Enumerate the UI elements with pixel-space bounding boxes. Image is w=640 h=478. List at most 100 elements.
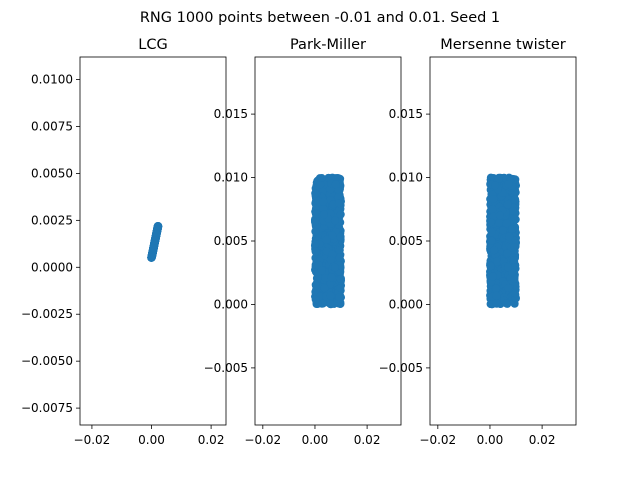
y-tick-label: −0.005 — [204, 361, 248, 375]
scatter-point — [491, 181, 500, 190]
scatter-point — [488, 205, 497, 214]
scatter-point — [316, 180, 325, 189]
scatter-point — [336, 284, 345, 293]
scatter-point — [492, 284, 501, 293]
scatter-point — [505, 232, 514, 241]
y-tick-label: 0.0100 — [31, 73, 73, 87]
scatter-point — [335, 253, 344, 262]
scatter-point — [504, 284, 513, 293]
scatter-point — [149, 244, 158, 253]
scatter-point — [493, 257, 501, 266]
y-tick-label: 0.000 — [214, 297, 248, 311]
scatter-point — [334, 193, 343, 202]
scatter-point — [336, 210, 345, 219]
scatter-point — [150, 236, 159, 245]
scatter-point — [487, 228, 496, 237]
scatter-point — [509, 256, 518, 265]
figure-suptitle: RNG 1000 points between -0.01 and 0.01. … — [140, 10, 500, 26]
y-tick-label: 0.010 — [214, 171, 248, 185]
scatter-point — [152, 229, 161, 238]
x-tick-label: 0.00 — [302, 433, 329, 447]
scatter-point — [495, 211, 504, 220]
scatter-point — [335, 293, 344, 302]
scatter-point — [509, 207, 518, 216]
y-tick-label: 0.015 — [214, 107, 248, 121]
scatter-point — [486, 218, 495, 227]
y-tick-label: 0.0000 — [31, 260, 73, 274]
scatter-point — [334, 199, 343, 208]
scatter-point — [330, 216, 339, 225]
scatter-point — [313, 271, 322, 280]
scatter-point — [317, 174, 326, 183]
scatter-point — [489, 194, 498, 203]
y-tick-label: 0.005 — [214, 234, 248, 248]
scatter-point — [510, 289, 519, 298]
scatter-point — [319, 204, 328, 213]
x-tick-label: −0.02 — [419, 433, 456, 447]
scatter-point — [486, 262, 495, 271]
subplot-mersenne-twister: Mersenne twister −0.02 0.00 0.02 −0.005 0.00… — [379, 37, 577, 447]
scatter-point — [311, 218, 320, 227]
x-tick-label: 0.00 — [138, 433, 165, 447]
scatter-point — [319, 210, 328, 219]
scatter-point — [311, 240, 320, 249]
scatter-point — [503, 248, 512, 257]
x-tick-label: 0.02 — [198, 433, 225, 447]
scatter-point — [503, 263, 512, 272]
subplot-title-park-miller: Park-Miller — [290, 37, 366, 53]
scatter-point — [492, 298, 501, 307]
scatter-point — [321, 274, 330, 282]
scatter-point — [326, 291, 335, 300]
scatter-point — [322, 235, 331, 244]
scatter-points — [147, 222, 163, 262]
scatter-point — [336, 275, 345, 284]
x-tick-label: −0.02 — [244, 433, 281, 447]
scatter-point — [311, 247, 320, 256]
scatter-point — [503, 200, 512, 209]
y-tick-label: 0.010 — [389, 171, 423, 185]
y-tick-label: 0.0025 — [31, 213, 73, 227]
scatter-point — [502, 299, 511, 308]
scatter-point — [488, 272, 497, 281]
scatter-points — [310, 173, 346, 309]
y-tick-label: 0.0075 — [31, 119, 73, 133]
scatter-point — [502, 219, 511, 228]
x-tick-label: 0.02 — [354, 433, 381, 447]
scatter-point — [327, 273, 336, 282]
scatter-point — [510, 242, 519, 251]
scatter-point — [317, 266, 326, 275]
y-tick-label: −0.0050 — [21, 354, 73, 368]
y-tick-label: −0.005 — [379, 361, 423, 375]
scatter-point — [331, 180, 340, 189]
y-tick-label: 0.005 — [389, 234, 423, 248]
scatter-point — [326, 280, 335, 289]
y-tick-label: 0.015 — [389, 107, 423, 121]
scatter-point — [336, 232, 345, 241]
x-tick-label: 0.00 — [477, 433, 504, 447]
scatter-point — [490, 246, 499, 255]
subplot-title-mersenne-twister: Mersenne twister — [440, 37, 566, 53]
scatter-point — [508, 225, 517, 234]
scatter-point — [498, 226, 507, 235]
scatter-point — [311, 227, 320, 236]
x-tick-label: −0.02 — [74, 433, 111, 447]
x-tick-label: 0.02 — [529, 433, 556, 447]
scatter-point — [147, 253, 156, 262]
scatter-point — [311, 295, 320, 304]
scatter-point — [335, 246, 344, 255]
scatter-point — [331, 263, 340, 272]
scatter-point — [328, 231, 337, 240]
scatter-point — [495, 218, 504, 227]
y-tick-label: −0.0025 — [21, 307, 73, 321]
scatter-point — [487, 236, 496, 245]
scatter-point — [320, 284, 329, 293]
subplot-park-miller: Park-Miller −0.02 0.00 0.02 −0.005 0.000 0.00… — [204, 37, 402, 447]
scatter-point — [311, 189, 320, 198]
y-tick-label: −0.0075 — [21, 401, 73, 415]
subplot-title-lcg: LCG — [138, 37, 167, 53]
subplot-lcg: LCG −0.02 0.00 0.02 −0.0075 −0.0050 −0.0025 0.… — [21, 37, 227, 447]
scatter-point — [492, 291, 501, 300]
scatter-point — [319, 197, 328, 206]
scatter-point — [510, 275, 519, 284]
